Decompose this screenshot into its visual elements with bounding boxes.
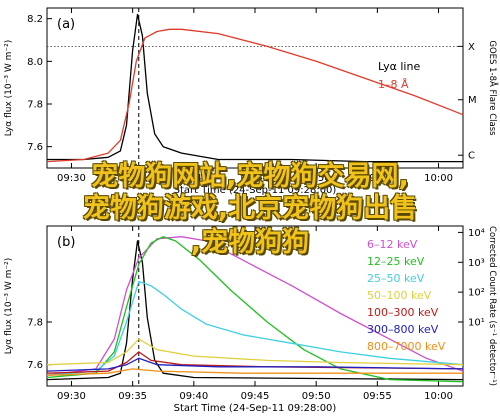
x-tick-label: 09:30 <box>57 391 86 402</box>
right-axis-label: Corrected Count Rate (s⁻¹ detector⁻¹) <box>487 226 497 386</box>
series-line-ly-line <box>47 13 463 163</box>
x-tick-label: 09:50 <box>302 391 331 402</box>
x-tick-label: 09:45 <box>241 173 270 184</box>
series-line-1-8- <box>46 28 464 163</box>
y-axis-label: Lyα flux (10⁻³ W m⁻²) <box>4 258 14 354</box>
x-tick-label: 09:55 <box>363 391 392 402</box>
panel-a: 09:30 09:35 09:40 09:45 09:50 09:55 10:00 Start… <box>4 7 499 196</box>
legend-entry: 25–50 keV <box>367 272 425 285</box>
x-tick-label: 09:55 <box>363 173 392 184</box>
right-tick-label: X <box>468 42 475 53</box>
series-line-800-7000-kev <box>46 368 463 376</box>
x-tick-label: 09:40 <box>179 391 208 402</box>
y-tick-label: 7.6 <box>27 142 43 153</box>
y-tick-label: 7.6 <box>27 360 43 371</box>
overlay-line-2: 宠物狗游戏,北京宠物狗出售 <box>82 193 418 224</box>
x-tick-label: 09:30 <box>57 173 86 184</box>
series-line-300-800-kev <box>46 357 464 372</box>
y-tick-label: 7.8 <box>27 318 43 329</box>
x-tick-label: 09:35 <box>118 173 147 184</box>
overlay-line-1: 宠物狗网站,宠物狗交易网, <box>91 161 409 192</box>
x-tick-label: 09:40 <box>179 173 208 184</box>
x-axis-label: Start Time (24-Sep-11 09:28:00) <box>174 185 337 196</box>
right-tick-label: 10³ <box>468 258 485 269</box>
x-tick-label: 09:45 <box>241 391 270 402</box>
right-tick-label: M <box>468 95 477 106</box>
right-tick-label: 10⁴ <box>468 228 485 239</box>
series-line-ly-line <box>46 240 464 381</box>
y-tick-label: 8.2 <box>27 14 43 25</box>
x-tick-label: 10:00 <box>424 173 453 184</box>
y-axis-label: Lyα flux (10⁻³ W m⁻²) <box>4 40 14 136</box>
x-tick-label: 09:35 <box>118 391 147 402</box>
overlay-line-3: ,宠物狗狗 <box>190 227 310 258</box>
x-tick-label: 10:00 <box>424 391 453 402</box>
legend-entry: 100–300 keV <box>367 306 439 319</box>
series-line-25-50-kev <box>46 280 464 376</box>
legend-entry: 800–7000 keV <box>367 340 446 353</box>
x-axis-label: Start Time (24-Sep-11 09:28:00) <box>174 403 337 414</box>
right-tick-label: C <box>468 151 475 162</box>
panel-b: 09:30 09:35 09:40 09:45 09:50 09:55 10:00 Start… <box>4 225 497 414</box>
legend-entry: 1–8 Å <box>378 78 409 91</box>
legend-entry: 300–800 keV <box>367 323 439 336</box>
y-tick-label: 8.0 <box>27 57 43 68</box>
series-line-6-12-kev <box>46 236 464 376</box>
legend-entry: 12–25 keV <box>367 255 425 268</box>
y-tick-label: 7.8 <box>27 100 43 111</box>
series-line-50-100-kev <box>46 338 464 366</box>
panel-label: (a) <box>57 17 75 32</box>
right-tick-label: 10¹ <box>468 318 485 329</box>
legend-entry: Lyα line <box>378 60 420 73</box>
right-tick-label: 10² <box>468 288 485 299</box>
legend-entry: 50–100 keV <box>367 289 432 302</box>
legend-entry: 6–12 keV <box>367 238 418 251</box>
panel-label: (b) <box>57 235 75 250</box>
x-tick-label: 09:50 <box>302 173 331 184</box>
right-axis-label: GOES 1-8Å Flare Class <box>487 40 499 136</box>
